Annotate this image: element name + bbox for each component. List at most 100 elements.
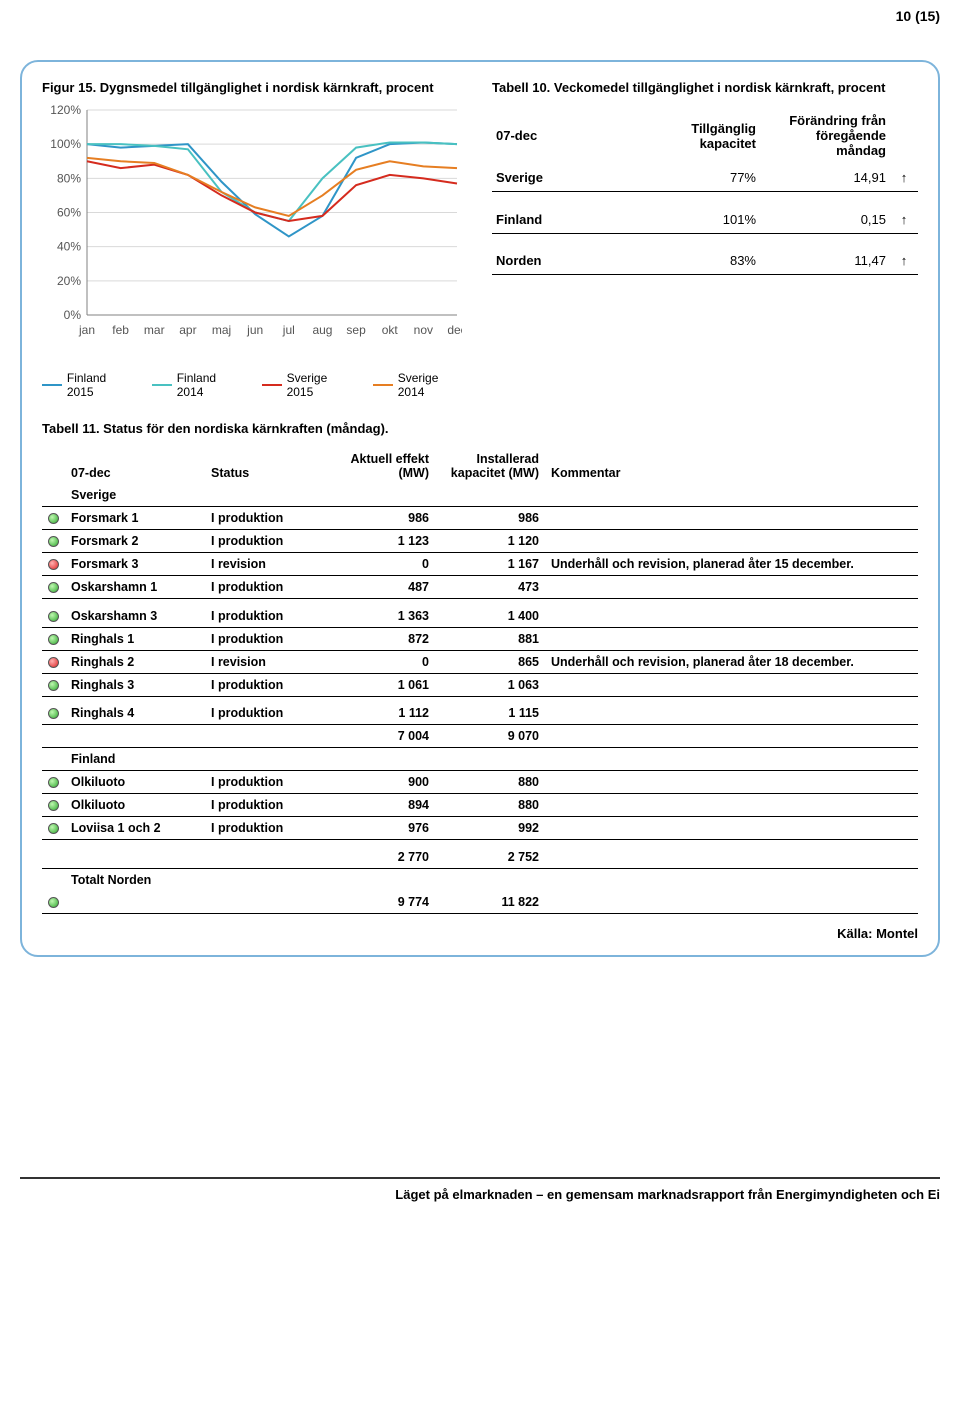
reactor-effekt: 1 123 [325,530,435,553]
row-change: 14,91 [760,164,890,192]
reactor-comment [545,771,918,794]
svg-text:100%: 100% [50,137,81,151]
tabell-11: 07-dec Status Aktuell effekt (MW) Instal… [42,448,918,914]
reactor-effekt: 487 [325,576,435,599]
reactor-status: I produktion [205,817,325,840]
tabell-10-col3: Förändring från föregående måndag [760,107,890,164]
reactor-installed: 881 [435,627,545,650]
reactor-installed: 1 063 [435,673,545,696]
row-value: 83% [640,247,760,275]
legend-swatch [152,384,172,387]
svg-text:mar: mar [144,323,165,337]
source-label: Källa: Montel [42,926,918,941]
svg-text:0%: 0% [64,308,82,322]
row-name: Finland [492,206,640,234]
reactor-installed: 986 [435,507,545,530]
reactor-status: I revision [205,553,325,576]
svg-text:jan: jan [78,323,95,337]
svg-text:aug: aug [312,323,332,337]
svg-text:dec: dec [447,323,462,337]
table-row: Forsmark 1I produktion986986 [42,507,918,530]
status-dot-icon [48,823,59,834]
svg-text:feb: feb [112,323,129,337]
legend-label: Sverige 2015 [287,371,357,399]
arrow-icon: ↑ [890,164,918,192]
status-dot-icon [48,897,59,908]
reactor-name: Oskarshamn 1 [65,576,205,599]
reactor-status: I produktion [205,673,325,696]
svg-text:60%: 60% [57,206,81,220]
section-header: Finland [42,748,918,771]
total-effekt: 9 774 [325,891,435,914]
svg-text:80%: 80% [57,171,81,185]
reactor-status: I produktion [205,794,325,817]
figure-15-chart: 0%20%40%60%80%100%120%janfebmaraprmajjun… [42,105,462,365]
legend-swatch [42,384,62,387]
reactor-comment [545,673,918,696]
tabell-11-h-date: 07-dec [65,448,205,484]
table-row: Ringhals 3I produktion1 0611 063 [42,673,918,696]
row-change: 11,47 [760,247,890,275]
tabell-10-caption: Tabell 10. Veckomedel tillgänglighet i n… [492,80,918,95]
status-dot-icon [48,680,59,691]
page-number: 10 (15) [896,8,940,24]
table-row: Forsmark 2I produktion1 1231 120 [42,530,918,553]
reactor-effekt: 986 [325,507,435,530]
svg-text:apr: apr [179,323,196,337]
legend-label: Sverige 2014 [398,371,468,399]
reactor-comment [545,530,918,553]
reactor-effekt: 894 [325,794,435,817]
svg-text:nov: nov [414,323,433,337]
tabell-10: 07-dec Tillgänglig kapacitet Förändring … [492,107,918,289]
reactor-installed: 880 [435,771,545,794]
status-dot-icon [48,611,59,622]
subtotal-effekt: 2 770 [325,846,435,869]
reactor-name: Loviisa 1 och 2 [65,817,205,840]
row-change: 0,15 [760,206,890,234]
svg-text:okt: okt [382,323,399,337]
status-dot-icon [48,559,59,570]
reactor-installed: 865 [435,650,545,673]
content-panel: Figur 15. Dygnsmedel tillgänglighet i no… [20,60,940,957]
row-value: 101% [640,206,760,234]
reactor-installed: 1 400 [435,605,545,628]
status-dot-icon [48,708,59,719]
tabell-11-h-installed: Installerad kapacitet (MW) [435,448,545,484]
legend-item: Sverige 2014 [373,371,468,399]
reactor-installed: 1 115 [435,702,545,725]
reactor-name: Olkiluoto [65,794,205,817]
reactor-effekt: 1 112 [325,702,435,725]
svg-text:sep: sep [346,323,366,337]
status-dot-icon [48,513,59,524]
reactor-comment [545,507,918,530]
legend-item: Finland 2015 [42,371,136,399]
tabell-10-col2: Tillgänglig kapacitet [640,107,760,164]
reactor-effekt: 872 [325,627,435,650]
reactor-comment [545,576,918,599]
reactor-name: Ringhals 2 [65,650,205,673]
table-row: Sverige77%14,91↑ [492,164,918,192]
svg-text:jul: jul [282,323,295,337]
reactor-effekt: 976 [325,817,435,840]
table-row: Oskarshamn 3I produktion1 3631 400 [42,605,918,628]
reactor-name: Oskarshamn 3 [65,605,205,628]
legend-item: Sverige 2015 [262,371,357,399]
table-row: Ringhals 2I revision0865Underhåll och re… [42,650,918,673]
legend-label: Finland 2015 [67,371,136,399]
reactor-comment [545,702,918,725]
table-row: Forsmark 3I revision01 167Underhåll och … [42,553,918,576]
tabell-11-h-effekt: Aktuell effekt (MW) [325,448,435,484]
table-row: OlkiluotoI produktion900880 [42,771,918,794]
status-dot-icon [48,582,59,593]
reactor-effekt: 0 [325,553,435,576]
reactor-status: I produktion [205,507,325,530]
reactor-effekt: 900 [325,771,435,794]
reactor-status: I produktion [205,702,325,725]
reactor-comment [545,627,918,650]
total-row: 9 77411 822 [42,891,918,914]
subtotal-row: 7 0049 070 [42,725,918,748]
reactor-name: Olkiluoto [65,771,205,794]
reactor-status: I produktion [205,627,325,650]
status-dot-icon [48,634,59,645]
reactor-status: I produktion [205,605,325,628]
